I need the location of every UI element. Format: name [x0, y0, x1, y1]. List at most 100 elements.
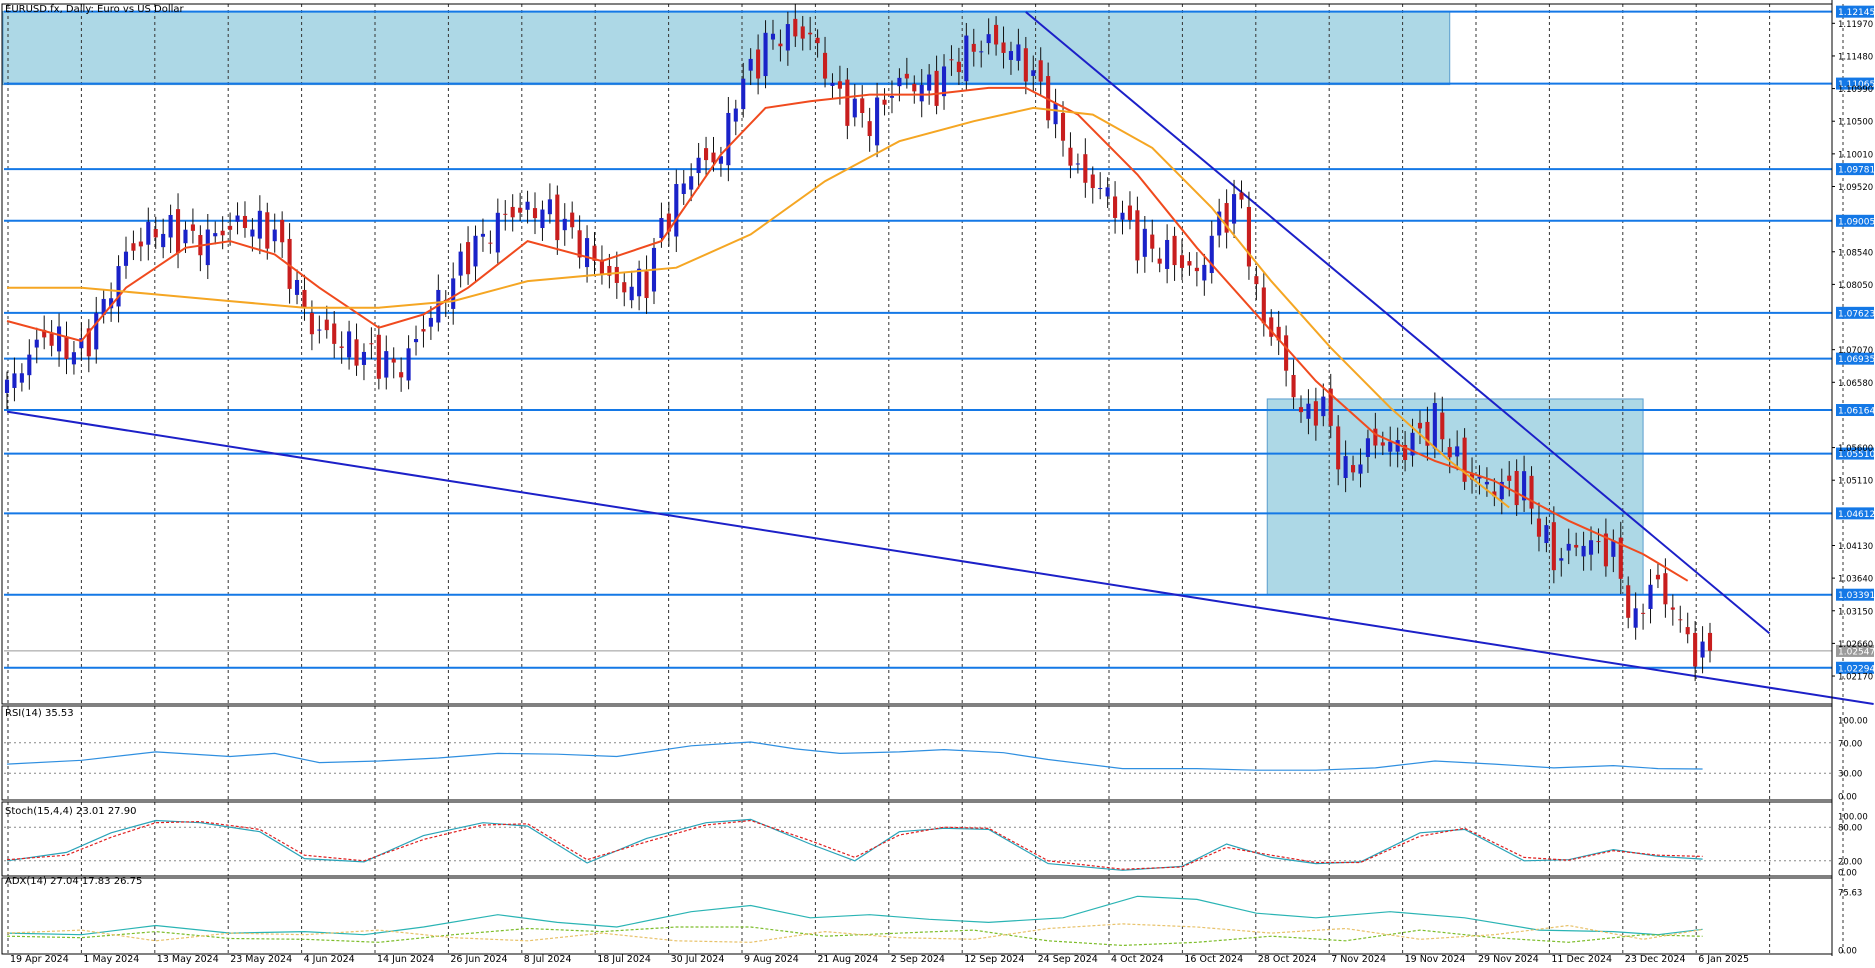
x-tick-label: 19 Nov 2024	[1405, 954, 1466, 964]
x-tick-label: 8 Jul 2024	[524, 954, 572, 964]
trendline-0	[6, 410, 1874, 705]
zone-box-1	[1266, 398, 1644, 596]
level-tag	[1836, 306, 1874, 319]
candle-body	[1135, 210, 1140, 261]
candle	[242, 201, 248, 238]
candle-body	[280, 219, 285, 243]
candle-body	[1224, 203, 1229, 233]
candle	[71, 341, 76, 375]
candle-body	[629, 286, 634, 301]
candle-body	[302, 289, 307, 308]
moving-averages	[6, 86, 1689, 582]
candle	[1693, 621, 1698, 682]
x-tick-label: 28 Oct 2024	[1258, 954, 1317, 964]
candle-body	[153, 229, 158, 238]
candle	[399, 357, 404, 392]
candle-body	[599, 259, 604, 275]
candle	[1626, 576, 1631, 629]
candle	[570, 201, 575, 239]
adx-series-2	[6, 923, 1703, 943]
candle-body	[1655, 574, 1661, 580]
candle-body	[1603, 533, 1608, 567]
candle	[1209, 220, 1214, 284]
candle	[287, 223, 292, 304]
candle	[904, 57, 909, 89]
candle	[614, 251, 619, 299]
candle-body	[979, 51, 984, 53]
candle	[1440, 396, 1445, 453]
candle	[175, 193, 181, 269]
time-axis: 19 Apr 2024 1 May 2024 13 May 2024 23 May 2…	[10, 954, 1749, 965]
y-tick-label: 1.02660	[1838, 640, 1873, 650]
candle	[919, 69, 924, 118]
candle	[1075, 153, 1080, 174]
candle	[845, 68, 850, 140]
candle-body	[1425, 421, 1430, 446]
candle	[1581, 531, 1586, 571]
chart-title: EURUSD.fx, Daily: Euro vs US Dollar	[5, 4, 185, 15]
candle	[1217, 198, 1222, 248]
candle	[644, 255, 649, 314]
candle-body	[793, 18, 798, 37]
candle-body	[361, 351, 367, 365]
candle-body	[4, 379, 10, 393]
candle	[86, 319, 91, 373]
x-tick-label: 30 Jul 2024	[671, 954, 725, 964]
candle	[34, 327, 39, 364]
candle	[1529, 466, 1534, 525]
x-tick-label: 7 Nov 2024	[1331, 954, 1386, 964]
candle-body	[1432, 403, 1437, 449]
level-tag-label: 1.04612	[1838, 510, 1875, 520]
candle-body	[785, 24, 790, 51]
candle-body	[696, 157, 701, 174]
candle-body	[347, 331, 352, 358]
x-tick-label: 1 May 2024	[83, 954, 139, 964]
candle-body	[1358, 464, 1363, 474]
candle-body	[1276, 326, 1281, 341]
price-axis: 1.12145 1.11065 1.09781 1.09005 1.07623 1.069…	[1832, 5, 1875, 957]
candle-body	[1046, 76, 1051, 121]
candle-body	[986, 34, 991, 44]
candle-body	[287, 238, 292, 289]
candle	[622, 272, 627, 307]
candle	[1492, 478, 1497, 507]
candle-body	[1261, 287, 1266, 324]
candle	[718, 146, 723, 177]
candle	[12, 357, 17, 402]
candle-body	[644, 271, 649, 299]
candle	[1165, 224, 1170, 284]
candle-body	[503, 213, 508, 215]
candle	[116, 255, 121, 323]
candle	[1388, 426, 1393, 467]
candle	[428, 306, 433, 340]
candle	[979, 40, 984, 68]
trendline-1	[1025, 11, 1771, 635]
candle	[1648, 569, 1653, 624]
candle-body	[845, 79, 850, 126]
candle-body	[71, 352, 76, 365]
candle	[1083, 138, 1088, 198]
candle	[168, 204, 173, 254]
candle-body	[57, 326, 62, 352]
candle	[770, 19, 776, 50]
level-tag	[1836, 352, 1874, 365]
candle-body	[577, 230, 582, 258]
candle-body	[689, 176, 694, 190]
candle	[369, 327, 374, 360]
candle-body	[79, 338, 84, 349]
candle	[1187, 252, 1192, 276]
level-tag-label: 1.06935	[1838, 355, 1875, 365]
candle-body	[175, 209, 181, 254]
candle-body	[458, 251, 463, 276]
y-tick-label: 1.10010	[1838, 150, 1873, 160]
x-tick-label: 6 Jan 2025	[1698, 954, 1749, 964]
x-tick-label: 14 Jun 2024	[377, 954, 434, 964]
candle-body	[168, 214, 173, 238]
candle	[257, 195, 262, 255]
stoch-tick-label: 20.00	[1838, 857, 1862, 867]
candle-body	[852, 98, 857, 118]
candle-body	[748, 58, 753, 71]
candle-body	[718, 156, 723, 164]
